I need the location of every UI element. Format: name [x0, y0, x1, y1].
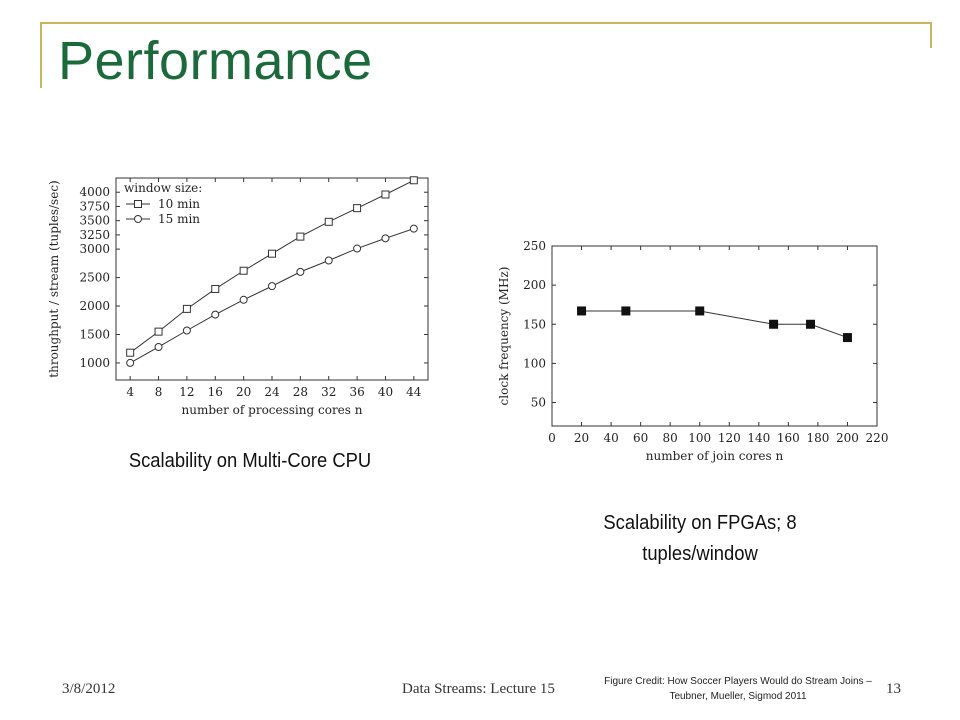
frame-right-line [930, 22, 932, 48]
data-point [353, 204, 362, 213]
x-tick-label: 44 [406, 385, 422, 399]
y-axis-label: throughput / stream (tuples/sec) [47, 180, 61, 377]
y-tick-label: 200 [523, 278, 546, 292]
x-tick-label: 100 [688, 431, 711, 445]
x-tick-label: 40 [603, 431, 618, 445]
data-point [769, 319, 779, 329]
x-tick-label: 8 [155, 385, 163, 399]
data-point [381, 234, 390, 243]
footer-date: 3/8/2012 [62, 681, 116, 697]
data-point [154, 327, 163, 336]
data-point [353, 244, 362, 253]
x-tick-label: 60 [633, 431, 648, 445]
x-tick-label: 28 [293, 385, 308, 399]
x-tick-label: 160 [777, 431, 800, 445]
series-2 [126, 224, 418, 367]
x-tick-label: 80 [663, 431, 678, 445]
y-tick-label: 2000 [79, 299, 110, 313]
figure-credit-line-1: Figure Credit: How Soccer Players Would … [604, 676, 872, 687]
x-tick-label: 140 [747, 431, 770, 445]
data-point [296, 232, 305, 241]
data-point [182, 326, 191, 335]
data-point [324, 256, 333, 265]
x-tick-label: 12 [179, 385, 194, 399]
footer-page-number: 13 [886, 681, 901, 697]
data-point [211, 310, 220, 319]
legend-title: window size: [124, 181, 202, 195]
x-tick-label: 220 [866, 431, 889, 445]
data-point [126, 358, 135, 367]
x-tick-label: 20 [236, 385, 251, 399]
legend-swatch-marker [134, 200, 142, 208]
frame-top-line [40, 22, 932, 24]
data-point [239, 266, 248, 275]
y-tick-label: 1000 [79, 356, 110, 370]
plot-frame [551, 245, 878, 427]
data-point [842, 333, 852, 343]
fpga-caption-line-2: tuples/window [642, 543, 758, 565]
data-point [268, 282, 276, 291]
data-point [806, 319, 816, 329]
cpu-scalability-chart: 4 8 12 16 20 24 28 32 36 40 44 1000 1500 2000 2500 3000… [47, 176, 429, 417]
fpga-chart-caption: Scalability on FPGAs; 8 tuples/window [571, 508, 829, 570]
data-point [381, 190, 390, 199]
x-tick-label: 4 [126, 385, 134, 399]
data-point [621, 306, 631, 316]
x-tick-label: 40 [378, 385, 393, 399]
x-tick-label: 36 [349, 385, 364, 399]
x-tick-label: 20 [574, 431, 589, 445]
data-point [296, 267, 305, 276]
x-axis-label: number of processing cores n [182, 403, 363, 417]
x-tick-label: 32 [321, 385, 336, 399]
data-point [211, 284, 220, 293]
y-tick-label: 4000 [79, 185, 110, 199]
cpu-caption-text: Scalability on Multi-Core CPU [128, 450, 372, 472]
series-1 [126, 176, 418, 357]
fpga-caption-line-1: Scalability on FPGAs; 8 [603, 512, 797, 534]
x-tick-label: 120 [718, 431, 741, 445]
y-tick-label: 1500 [79, 327, 110, 341]
data-point [182, 304, 191, 313]
legend-swatch-marker [134, 215, 142, 223]
y-tick-label: 3000 [79, 242, 110, 256]
x-tick-label: 24 [264, 385, 280, 399]
y-tick-label: 2500 [79, 271, 110, 285]
y-tick-label: 50 [531, 396, 546, 410]
series-line [581, 310, 848, 339]
data-point [154, 342, 163, 351]
figure-credit-line-2: Teubner, Mueller, Sigmod 2011 [669, 691, 807, 702]
fpga-scalability-chart: 0 20 40 60 80 100 120 140 160 180 200 220 50 100 150 20… [497, 239, 889, 463]
y-tick-label: 100 [523, 356, 546, 370]
data-point [409, 176, 418, 185]
footer-lecture-title: Data Streams: Lecture 15 [402, 681, 555, 697]
data-point [239, 295, 248, 304]
data-point [695, 306, 705, 316]
series-1 [577, 306, 852, 343]
legend-entry: 10 min [158, 197, 200, 211]
x-tick-label: 180 [806, 431, 829, 445]
legend-entry: 15 min [158, 212, 200, 226]
data-point [268, 249, 276, 258]
x-tick-label: 16 [208, 385, 223, 399]
series-line [129, 228, 414, 364]
y-tick-label: 3250 [79, 228, 110, 242]
data-point [409, 224, 418, 233]
slide-title: Performance [58, 31, 373, 91]
y-axis-label: clock frequency (MHz) [497, 267, 511, 406]
data-point [577, 306, 587, 316]
y-tick-label: 150 [523, 317, 546, 331]
x-tick-label: 200 [836, 431, 859, 445]
y-tick-label: 3500 [79, 214, 110, 228]
x-tick-label: 0 [548, 431, 556, 445]
y-tick-label: 3750 [79, 199, 110, 213]
figure-credit: Figure Credit: How Soccer Players Would … [598, 674, 878, 704]
data-point [324, 217, 333, 226]
y-tick-label: 250 [523, 239, 546, 253]
data-point [126, 348, 135, 357]
x-axis-label: number of join cores n [646, 449, 784, 463]
cpu-chart-caption: Scalability on Multi-Core CPU [103, 450, 397, 473]
frame-left-line [40, 22, 42, 88]
